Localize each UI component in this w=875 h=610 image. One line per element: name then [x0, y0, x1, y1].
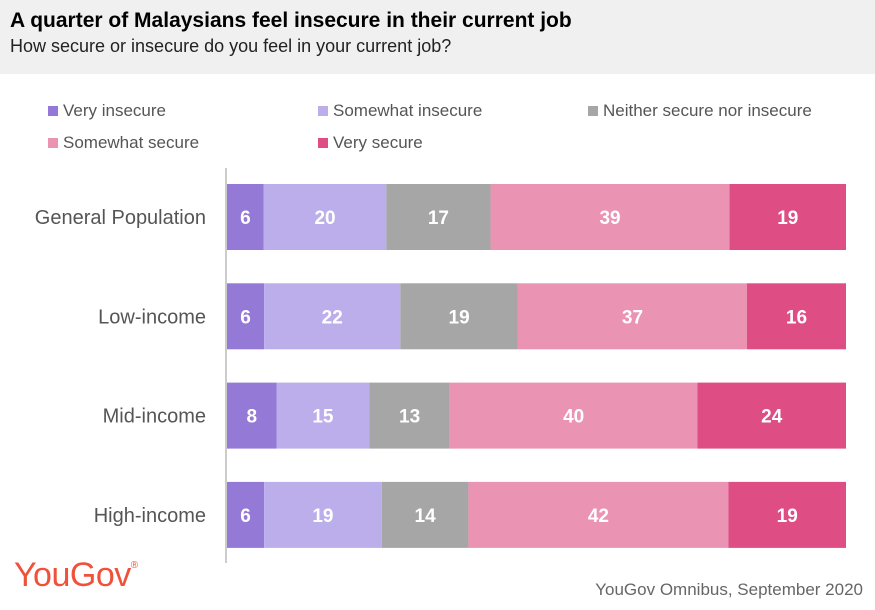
logo-wordmark: YouGov	[14, 556, 131, 594]
category-label-mid-income: Mid-income	[103, 406, 206, 428]
data-label-low-income-somewhat-insecure: 22	[322, 307, 343, 328]
data-label-high-income-very-secure: 19	[777, 506, 798, 527]
legend-label-very-secure: Very secure	[333, 133, 423, 152]
category-label-low-income: Low-income	[98, 306, 206, 328]
legend-swatch-neither	[588, 106, 598, 116]
chart-legend: Very insecure Somewhat insecure Neither …	[0, 0, 875, 160]
chart-subtitle: How secure or insecure do you feel in yo…	[10, 36, 452, 56]
bar-high-income-very-insecure	[227, 481, 265, 548]
bar-general-population-neither-secure-nor-insecure	[386, 184, 491, 250]
bar-low-income-somewhat-secure	[517, 283, 747, 350]
bar-low-income-somewhat-insecure	[264, 283, 401, 350]
category-label-high-income: High-income	[94, 505, 206, 527]
data-label-low-income-somewhat-secure: 37	[622, 307, 643, 328]
bar-high-income-neither-secure-nor-insecure	[381, 481, 469, 548]
legend-label-somewhat-secure: Somewhat secure	[63, 133, 200, 152]
bar-high-income-somewhat-secure	[468, 481, 729, 548]
data-label-mid-income-somewhat-secure: 40	[563, 407, 584, 428]
data-label-general-population-somewhat-insecure: 20	[314, 208, 335, 229]
bar-general-population-very-secure	[729, 184, 846, 250]
data-label-general-population-very-secure: 19	[777, 208, 798, 229]
data-label-low-income-neither-secure-nor-insecure: 19	[449, 307, 470, 328]
legend-swatch-somewhat-insecure	[318, 106, 328, 116]
bar-mid-income-somewhat-secure	[449, 382, 698, 449]
legend-label-somewhat-insecure: Somewhat insecure	[333, 101, 483, 120]
data-label-high-income-very-insecure: 6	[240, 506, 251, 527]
legend-item-somewhat-secure: Somewhat secure	[48, 133, 199, 153]
yougov-logo: YouGov®	[14, 556, 138, 595]
data-label-mid-income-very-insecure: 8	[246, 407, 257, 428]
bar-mid-income-somewhat-insecure	[276, 382, 370, 449]
data-label-low-income-very-secure: 16	[786, 307, 807, 328]
data-label-high-income-somewhat-secure: 42	[588, 506, 609, 527]
data-label-high-income-somewhat-insecure: 19	[312, 506, 333, 527]
chart-title: A quarter of Malaysians feel insecure in…	[10, 9, 572, 32]
bar-general-population-somewhat-insecure	[263, 184, 387, 250]
bar-general-population-very-insecure	[227, 184, 264, 250]
legend-label-very-insecure: Very insecure	[63, 101, 166, 120]
legend-swatch-very-insecure	[48, 106, 58, 116]
legend-item-somewhat-insecure: Somewhat insecure	[318, 101, 482, 121]
bar-low-income-neither-secure-nor-insecure	[400, 283, 518, 350]
bar-low-income-very-secure	[746, 283, 846, 350]
data-label-high-income-neither-secure-nor-insecure: 14	[415, 506, 437, 527]
bar-general-population-somewhat-secure	[490, 184, 730, 250]
data-label-low-income-very-insecure: 6	[240, 307, 251, 328]
legend-swatch-somewhat-secure	[48, 138, 58, 148]
bar-high-income-very-secure	[728, 481, 846, 548]
data-label-mid-income-very-secure: 24	[761, 407, 783, 428]
data-label-general-population-somewhat-secure: 39	[599, 208, 620, 229]
registered-mark: ®	[130, 560, 138, 571]
category-label-general-population: General Population	[35, 207, 206, 229]
bar-mid-income-neither-secure-nor-insecure	[369, 382, 450, 449]
bar-mid-income-very-secure	[697, 382, 846, 449]
chart-header: A quarter of Malaysians feel insecure in…	[0, 0, 875, 74]
legend-item-very-insecure: Very insecure	[48, 101, 166, 121]
data-label-mid-income-neither-secure-nor-insecure: 13	[399, 407, 420, 428]
legend-label-neither: Neither secure nor insecure	[603, 101, 812, 120]
data-label-general-population-very-insecure: 6	[240, 208, 251, 229]
legend-item-very-secure: Very secure	[318, 133, 423, 153]
data-label-general-population-neither-secure-nor-insecure: 17	[428, 208, 449, 229]
legend-item-neither: Neither secure nor insecure	[588, 101, 812, 121]
bar-high-income-somewhat-insecure	[264, 481, 382, 548]
data-label-mid-income-somewhat-insecure: 15	[312, 407, 334, 428]
bar-mid-income-very-insecure	[227, 382, 277, 449]
legend-swatch-very-secure	[318, 138, 328, 148]
chart-source: YouGov Omnibus, September 2020	[595, 580, 863, 599]
bar-low-income-very-insecure	[227, 283, 265, 350]
